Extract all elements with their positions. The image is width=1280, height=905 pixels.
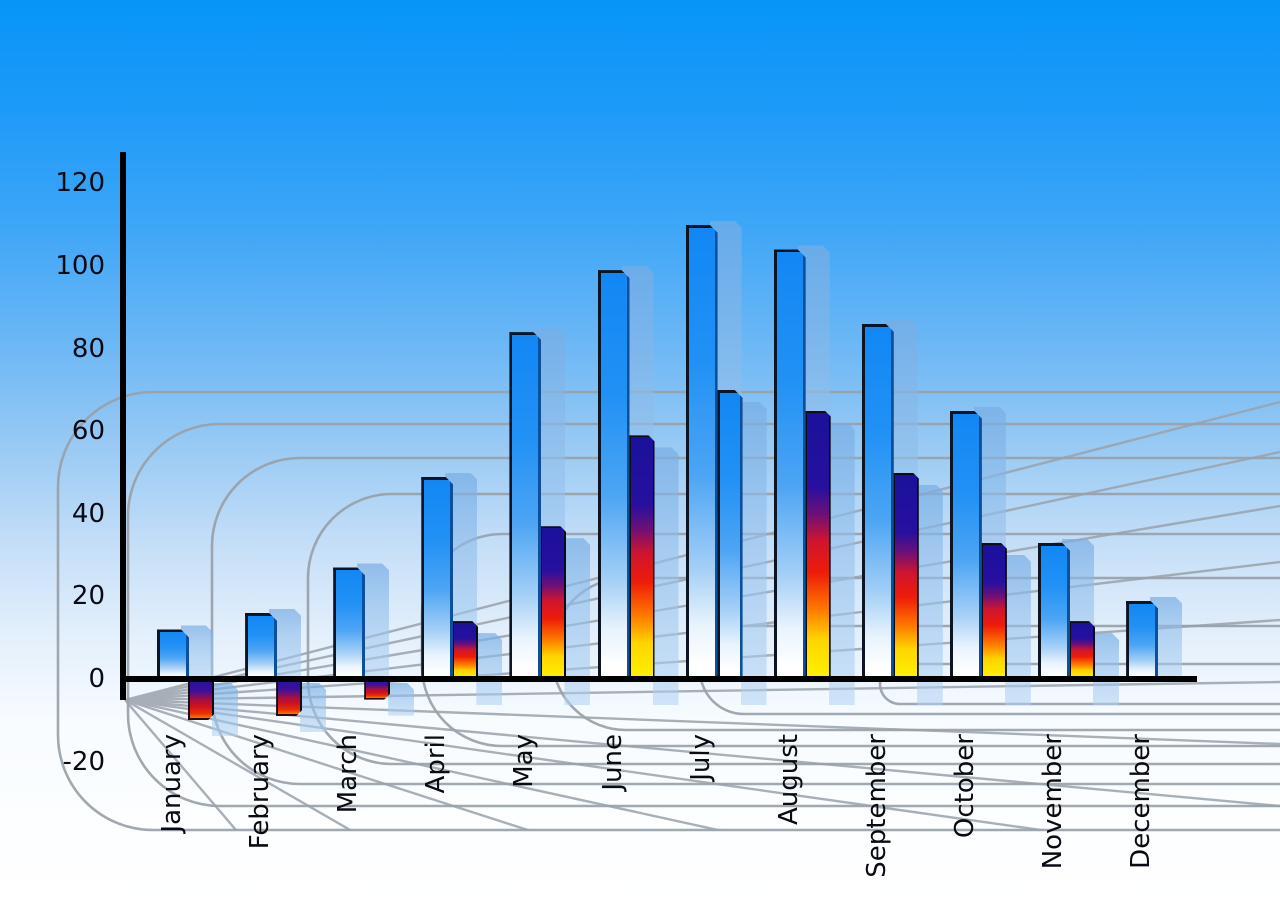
echo-secondary-july — [741, 402, 767, 705]
echo-secondary-november — [1093, 633, 1119, 705]
bar-primary-january — [157, 629, 189, 679]
bar-secondary-may — [540, 526, 566, 679]
month-label-february: February — [245, 734, 276, 850]
y-tick--20: -20 — [62, 746, 105, 777]
y-tick-60: 60 — [71, 416, 105, 447]
month-label-july: July — [685, 734, 716, 781]
y-axis-line — [120, 152, 126, 700]
echo-secondary-august — [829, 423, 855, 705]
bar-secondary-july — [717, 390, 743, 679]
month-label-december: December — [1126, 734, 1157, 869]
bar-primary-november — [1038, 543, 1070, 679]
bar-secondary-september — [893, 473, 919, 680]
month-label-january: January — [157, 734, 187, 833]
echo-secondary-june — [653, 447, 679, 705]
bar-secondary-june — [629, 435, 655, 679]
bar-secondary-february — [276, 679, 302, 716]
month-label-november: November — [1038, 734, 1068, 870]
x-axis-line — [120, 676, 1197, 682]
echo-secondary-september — [917, 485, 943, 706]
bar-secondary-january — [188, 679, 214, 720]
bar-secondary-august — [805, 411, 831, 679]
month-label-may: May — [509, 734, 540, 788]
echo-secondary-march — [388, 683, 414, 716]
y-tick-120: 120 — [55, 168, 105, 199]
echo-secondary-january — [212, 683, 238, 736]
bar-secondary-october — [981, 543, 1007, 679]
month-label-august: August — [773, 734, 804, 825]
y-tick-100: 100 — [55, 251, 105, 281]
bar-primary-october — [950, 411, 982, 679]
bar-primary-february — [245, 613, 277, 679]
bar-secondary-november — [1069, 621, 1095, 679]
month-label-june: June — [597, 734, 628, 791]
echo-secondary-october — [1005, 555, 1031, 705]
bar-secondary-april — [452, 621, 478, 679]
bar-primary-september — [862, 324, 894, 679]
bar-primary-june — [598, 270, 630, 679]
echo-secondary-february — [300, 683, 326, 732]
bar-primary-april — [421, 477, 453, 679]
month-label-october: October — [949, 734, 980, 839]
bar-primary-july — [686, 225, 718, 679]
echo-secondary-april — [476, 633, 502, 705]
y-tick-20: 20 — [71, 581, 105, 612]
y-tick-40: 40 — [71, 498, 105, 529]
bar-secondary-march — [364, 679, 390, 700]
bar-primary-may — [509, 332, 541, 679]
bar-primary-december — [1126, 601, 1158, 679]
bar-primary-august — [774, 249, 806, 679]
month-label-september: September — [861, 734, 892, 878]
month-label-march: March — [333, 734, 364, 814]
y-tick-0: 0 — [88, 664, 105, 694]
bar-primary-march — [333, 567, 365, 679]
y-tick-80: 80 — [71, 333, 105, 364]
month-label-april: April — [421, 734, 452, 794]
